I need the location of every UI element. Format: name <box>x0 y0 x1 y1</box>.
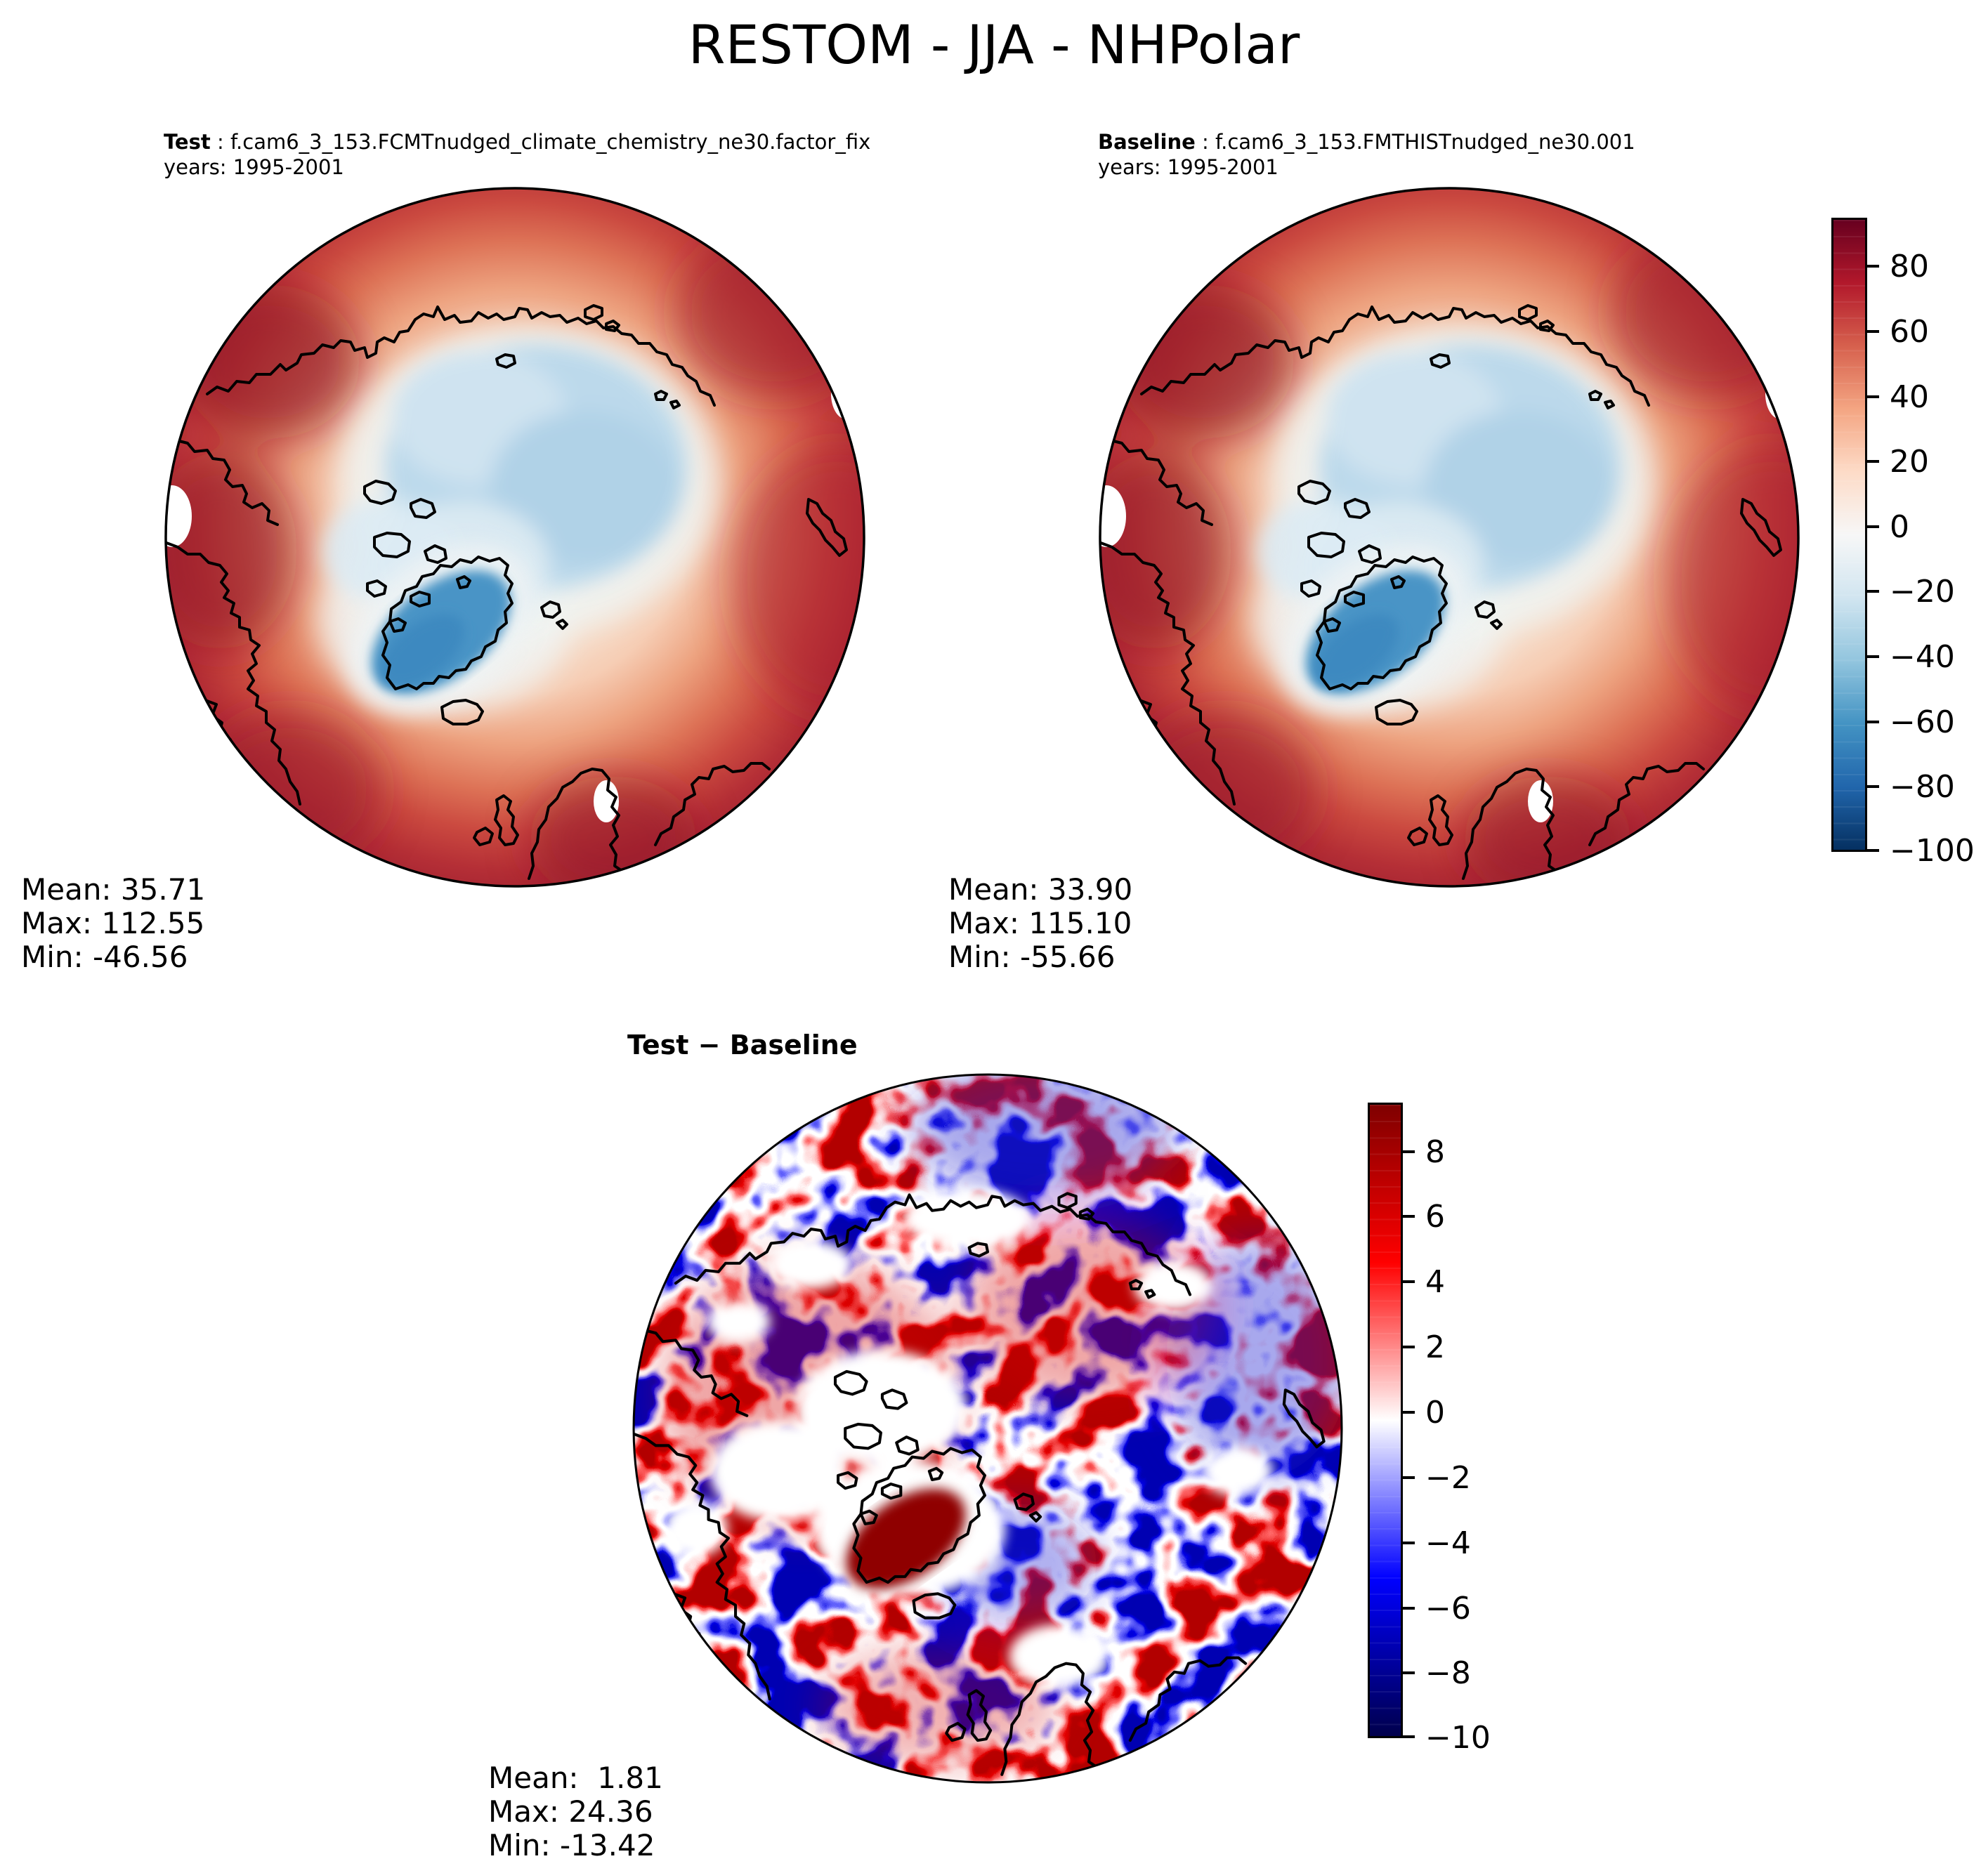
colorbar-tick-label: −60 <box>1890 704 1955 740</box>
colorbar-tick-label: 0 <box>1425 1395 1445 1431</box>
colorbar-tick <box>1867 721 1879 723</box>
colorbar-tick-label: 6 <box>1425 1199 1445 1235</box>
diff-map <box>632 1072 1344 1785</box>
baseline-map-panel <box>1098 186 1800 888</box>
colorbar-tick <box>1867 525 1879 528</box>
colorbar-tick <box>1867 265 1879 268</box>
diff-stat-max: Max: 24.36 <box>488 1794 653 1829</box>
test-years: years: 1995-2001 <box>164 155 344 179</box>
colorbar-tick <box>1403 1215 1415 1218</box>
figure-title: RESTOM - JJA - NHPolar <box>688 13 1300 76</box>
diff-stat-min: Min: -13.42 <box>488 1828 655 1862</box>
baseline-label-sep: : <box>1195 130 1216 154</box>
colorbar-tick-label: 60 <box>1890 314 1929 350</box>
colorbar-tick <box>1867 460 1879 463</box>
colorbar-tick <box>1867 785 1879 788</box>
colorbar-tick <box>1867 395 1879 398</box>
colorbar-tick <box>1403 1280 1415 1283</box>
colorbar-tick <box>1403 1150 1415 1153</box>
diff-map-panel <box>632 1072 1344 1785</box>
diff-colorbar-gradient <box>1368 1103 1403 1738</box>
test-dataset-name: f.cam6_3_153.FCMTnudged_climate_chemistr… <box>230 130 871 154</box>
colorbar-tick-label: 4 <box>1425 1264 1445 1300</box>
test-panel-header: Test : f.cam6_3_153.FCMTnudged_climate_c… <box>164 129 870 180</box>
colorbar-tick <box>1867 655 1879 658</box>
colorbar-tick-label: 20 <box>1890 444 1929 480</box>
colorbar-tick-label: −20 <box>1890 574 1955 610</box>
colorbar-tick-label: −100 <box>1890 833 1975 869</box>
colorbar-tick-label: −10 <box>1425 1720 1491 1756</box>
colorbar-tick <box>1403 1411 1415 1414</box>
baseline-map <box>1098 186 1800 888</box>
test-map-panel <box>164 186 866 888</box>
colorbar-tick-label: −4 <box>1425 1525 1471 1561</box>
colorbar-tick-label: 2 <box>1425 1329 1445 1365</box>
colorbar-tick <box>1403 1476 1415 1479</box>
colorbar-tick-label: 80 <box>1890 249 1929 284</box>
test-stat-max: Max: 112.55 <box>21 906 205 940</box>
main-colorbar-gradient <box>1831 218 1867 852</box>
colorbar-tick <box>1867 590 1879 593</box>
colorbar-tick-label: −40 <box>1890 639 1955 675</box>
test-stats: Mean: 35.71 Max: 112.55 Min: -46.56 <box>21 873 205 974</box>
colorbar-tick-label: −80 <box>1890 769 1955 805</box>
diff-colorbar: 8 6 4 2 0 −2 −4 −6 −8 −10 <box>1368 1103 1508 1770</box>
colorbar-tick <box>1867 330 1879 333</box>
test-map <box>164 186 866 888</box>
diff-panel-title: Test − Baseline <box>627 1030 858 1060</box>
diff-stat-mean: Mean: 1.81 <box>488 1761 663 1795</box>
colorbar-tick <box>1403 1346 1415 1348</box>
baseline-years: years: 1995-2001 <box>1098 155 1279 179</box>
colorbar-tick-label: −6 <box>1425 1591 1471 1626</box>
colorbar-tick <box>1867 849 1879 852</box>
test-stat-min: Min: -46.56 <box>21 940 188 974</box>
main-colorbar: 80 60 40 20 0 −20 −40 −60 −80 −100 <box>1831 218 1988 885</box>
baseline-label: Baseline <box>1098 130 1196 154</box>
colorbar-tick-label: −2 <box>1425 1460 1471 1496</box>
baseline-stats: Mean: 33.90 Max: 115.10 Min: -55.66 <box>948 873 1132 974</box>
colorbar-tick-label: −8 <box>1425 1655 1471 1691</box>
test-label-sep: : <box>210 130 230 154</box>
test-stat-mean: Mean: 35.71 <box>21 872 206 907</box>
colorbar-tick <box>1403 1542 1415 1544</box>
test-label: Test <box>164 130 211 154</box>
baseline-stat-min: Min: -55.66 <box>948 940 1116 974</box>
diff-stats: Mean: 1.81 Max: 24.36 Min: -13.42 <box>488 1761 663 1862</box>
colorbar-tick <box>1403 1607 1415 1610</box>
baseline-stat-mean: Mean: 33.90 <box>948 872 1133 907</box>
colorbar-tick <box>1403 1735 1415 1738</box>
baseline-stat-max: Max: 115.10 <box>948 906 1132 940</box>
baseline-panel-header: Baseline : f.cam6_3_153.FMTHISTnudged_ne… <box>1098 129 1635 180</box>
colorbar-tick-label: 40 <box>1890 379 1929 415</box>
baseline-dataset-name: f.cam6_3_153.FMTHISTnudged_ne30.001 <box>1215 130 1635 154</box>
colorbar-tick-label: 8 <box>1425 1134 1445 1170</box>
colorbar-tick <box>1403 1671 1415 1674</box>
colorbar-tick-label: 0 <box>1890 509 1909 545</box>
